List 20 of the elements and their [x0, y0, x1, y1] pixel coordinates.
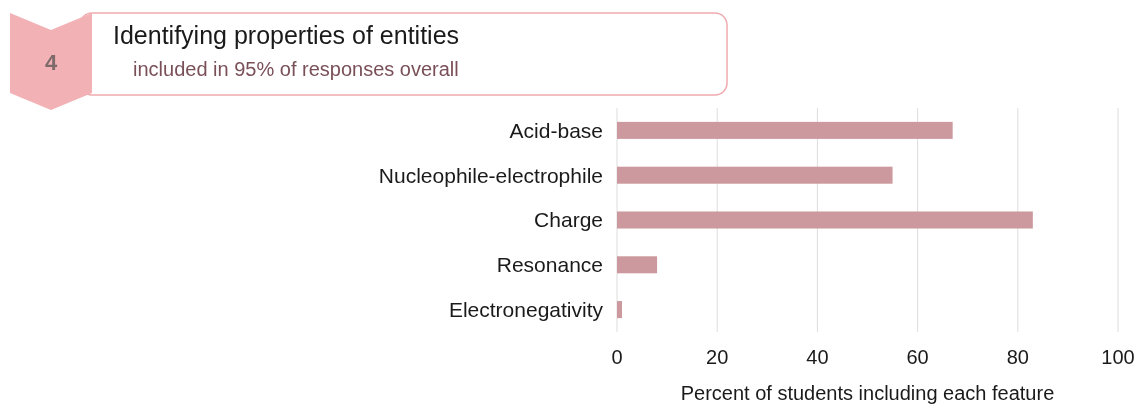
- x-tick-label: 60: [906, 346, 929, 368]
- x-tick-label: 20: [706, 346, 729, 368]
- y-tick-label: Resonance: [496, 253, 603, 277]
- text: Identifying properties of entities: [113, 21, 460, 49]
- x-tick-label: 80: [1006, 346, 1029, 368]
- bar: [617, 211, 1033, 229]
- bar: [617, 301, 623, 319]
- x-tick-label: 40: [806, 346, 829, 368]
- bar: [617, 256, 658, 274]
- x-tick-label: 0: [611, 346, 623, 368]
- x-tick-label: 100: [1101, 346, 1135, 368]
- y-tick-label: Acid-base: [509, 118, 603, 142]
- y-tick-label: Charge: [534, 208, 603, 232]
- y-tick-label: Electronegativity: [448, 297, 604, 321]
- bar: [617, 166, 893, 184]
- bar: [617, 121, 953, 139]
- text: included in 95% of responses overall: [133, 58, 459, 80]
- x-axis-title: Percent of students including each feature: [680, 382, 1055, 404]
- text: 4: [44, 50, 58, 75]
- y-tick-label: Nucleophile-electrophile: [378, 163, 603, 187]
